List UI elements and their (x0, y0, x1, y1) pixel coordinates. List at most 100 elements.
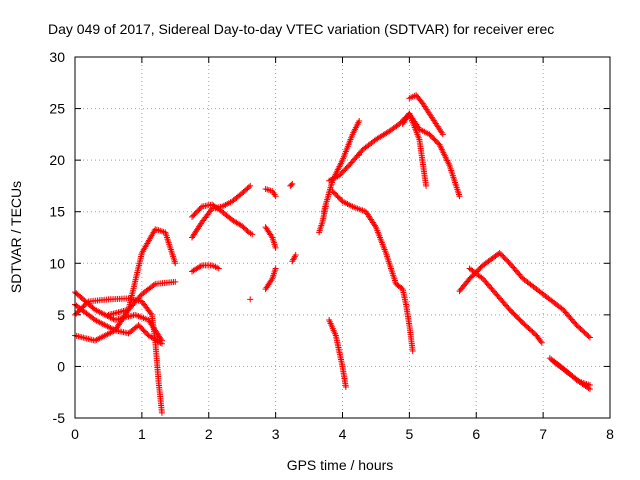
data-point (409, 347, 416, 354)
data-point (336, 195, 343, 202)
data-point (478, 274, 485, 281)
series-arc-q (326, 110, 413, 184)
series-arc-d (72, 226, 179, 344)
series-arc-v (399, 110, 430, 189)
data-point (518, 274, 525, 281)
y-tick-label: 5 (57, 307, 65, 323)
data-point (335, 194, 342, 201)
chart-title: Day 049 of 2017, Sidereal Day-to-day VTE… (48, 21, 554, 37)
data-point (439, 131, 446, 138)
data-point (333, 191, 340, 198)
data-point (456, 193, 463, 200)
data-point (141, 328, 148, 335)
data-point (575, 377, 582, 384)
x-axis-label: GPS time / hours (287, 457, 394, 473)
data-point (191, 211, 198, 218)
data-point (358, 148, 365, 155)
data-point (140, 327, 147, 334)
series-arc-y (466, 265, 545, 346)
data-point (499, 252, 506, 259)
data-point (194, 208, 201, 215)
data-point (172, 278, 179, 285)
data-point (558, 305, 565, 312)
data-point (249, 231, 256, 238)
data-point (215, 265, 222, 272)
x-tick-label: 2 (205, 426, 213, 442)
series-arc-j (262, 186, 279, 200)
y-tick-label: 30 (49, 49, 65, 65)
data-point (247, 296, 254, 303)
data-point (331, 190, 338, 197)
data-point (427, 132, 434, 139)
data-point (272, 193, 279, 200)
data-point (341, 167, 348, 174)
plot-frame (74, 56, 611, 419)
x-tick-label: 4 (339, 426, 347, 442)
data-point (497, 251, 504, 258)
data-point (189, 213, 196, 220)
series-arc-k (262, 224, 279, 251)
x-tick-label: 0 (71, 426, 79, 442)
series-arc-g (189, 182, 254, 241)
data-point (190, 212, 197, 219)
series-arc-a (72, 301, 165, 347)
x-tick-label: 3 (272, 426, 280, 442)
y-axis-label: SDTVAR / TECUs (8, 181, 24, 293)
data-point (292, 252, 299, 259)
data-point (147, 310, 154, 317)
data-point (504, 257, 511, 264)
data-point (272, 265, 279, 272)
y-tick-label: 0 (57, 358, 65, 374)
data-point (338, 170, 345, 177)
data-point (342, 384, 349, 391)
axes: 0 1 2 3 4 5 6 7 8 -5 0 5 10 15 20 25 30 (49, 49, 614, 442)
data-point (586, 334, 593, 341)
x-tick-label: 6 (472, 426, 480, 442)
data-point (339, 168, 346, 175)
data-point (431, 136, 438, 143)
data-point (245, 184, 252, 191)
data-point (244, 228, 251, 235)
data-point (139, 326, 146, 333)
data-point (433, 139, 440, 146)
y-tick-label: 10 (49, 255, 65, 271)
data-point (329, 188, 336, 195)
x-tick-label: 8 (606, 426, 614, 442)
series-arc-r (329, 188, 416, 354)
data-point (426, 131, 433, 138)
data-point (500, 253, 507, 260)
data-point (150, 282, 157, 289)
data-point (137, 292, 144, 299)
data-point (272, 244, 279, 251)
data-point (537, 338, 544, 345)
series-arc-u (406, 92, 446, 138)
data-point (356, 117, 363, 124)
data-point (337, 171, 344, 178)
data-point (138, 324, 145, 331)
data-point (342, 166, 349, 173)
data-point (135, 322, 142, 329)
x-tick-label: 5 (405, 426, 413, 442)
data-point (432, 137, 439, 144)
data-point (157, 336, 164, 343)
series-arc-e (105, 278, 179, 318)
x-tick-label: 7 (539, 426, 547, 442)
series-arc-l (262, 265, 279, 293)
series-arc-t (356, 151, 363, 158)
series-arc-n (289, 252, 299, 265)
data-point (195, 207, 202, 214)
data-point (289, 180, 296, 187)
data-point (158, 409, 165, 416)
series-arc-i (247, 296, 254, 303)
data-point (336, 172, 343, 179)
data-point (288, 181, 295, 188)
data-point (172, 260, 179, 267)
data-point (158, 337, 165, 344)
data-point (247, 182, 254, 189)
y-tick-label: 25 (49, 101, 65, 117)
data-point (428, 133, 435, 140)
series-arc-z2 (550, 358, 593, 388)
series-arc-w (406, 110, 463, 200)
data-point (268, 233, 275, 240)
